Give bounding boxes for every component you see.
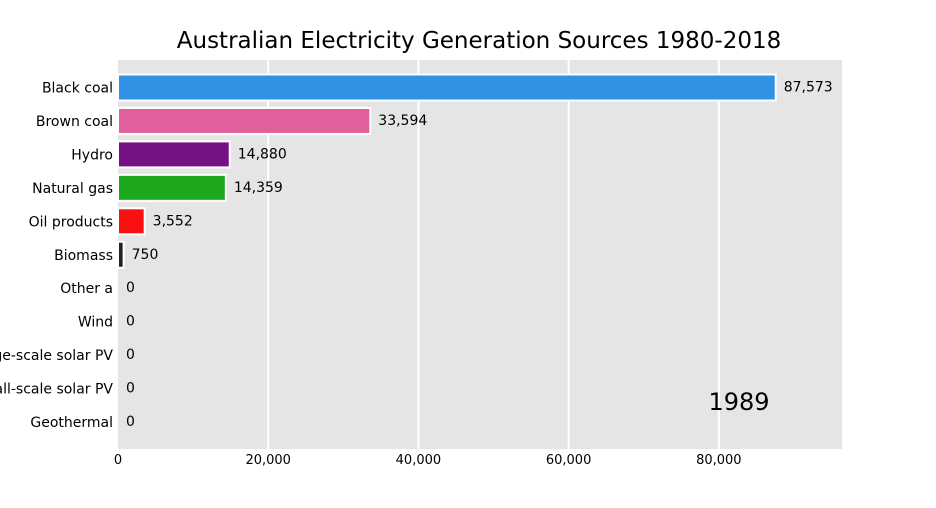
value-label: 0 [126,414,135,430]
bar [117,240,125,269]
year-label: 1989 [708,388,769,416]
bar [117,73,777,102]
category-label: Other a [60,281,113,297]
value-label: 0 [126,347,135,363]
category-label: Oil products [29,214,113,230]
value-label: 33,594 [378,113,427,129]
bar [117,173,227,202]
value-label: 14,359 [234,180,283,196]
category-labels: Black coal Brown coal Hydro Natural gas Oil … [0,81,113,432]
value-label: 3,552 [153,213,193,229]
bar [117,106,372,135]
bar [117,207,146,236]
x-tick-label: 80,000 [696,453,742,468]
value-label: 0 [126,280,135,296]
x-tick-label: 60,000 [546,453,592,468]
category-label: Wind [78,315,113,331]
value-label: 750 [132,247,159,263]
bars [117,73,777,269]
category-label: Large-scale solar PV [0,348,113,364]
value-labels: 87,573 33,594 14,880 14,359 3,552 750 0 0 0 0 0 [126,80,833,431]
category-label: Brown coal [36,114,113,130]
x-tick-label: 20,000 [245,453,291,468]
category-label: Hydro [71,147,113,163]
category-label: Small-scale solar PV [0,382,113,398]
x-tick-label: 40,000 [396,453,442,468]
value-label: 0 [126,314,135,330]
value-label: 87,573 [784,80,833,96]
chart-title: Australian Electricity Generation Source… [177,28,781,54]
category-label: Natural gas [32,181,113,197]
value-label: 0 [126,381,135,397]
x-axis-ticks: 0 20,000 40,000 60,000 80,000 [114,453,742,468]
x-tick-label: 0 [114,453,122,468]
bar [117,140,231,169]
category-label: Geothermal [30,415,113,431]
value-label: 14,880 [238,146,287,162]
category-label: Black coal [42,81,113,97]
category-label: Biomass [54,248,113,264]
